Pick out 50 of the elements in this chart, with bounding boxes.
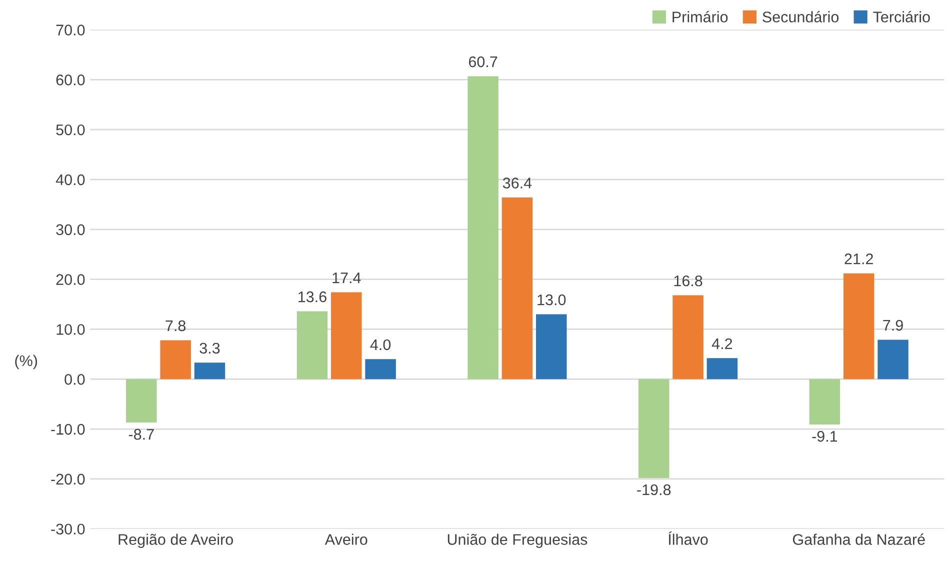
- bar: [126, 379, 157, 423]
- bar: [331, 292, 362, 380]
- bar: [502, 197, 533, 380]
- data-label: 3.3: [200, 342, 220, 354]
- y-tick-label: -10.0: [51, 424, 85, 435]
- bar: [878, 340, 908, 380]
- data-label: -19.8: [637, 484, 671, 496]
- bar: [536, 314, 567, 380]
- y-tick-label: 40.0: [56, 174, 85, 186]
- y-tick-label: 0.0: [64, 374, 85, 385]
- data-label: 7.8: [166, 320, 186, 332]
- legend-label: Secundário: [762, 11, 839, 22]
- data-label: 4.0: [370, 339, 391, 350]
- data-label: 36.4: [502, 178, 532, 188]
- y-tick-label: 30.0: [56, 224, 85, 236]
- data-label: 13.6: [298, 291, 326, 302]
- data-label: 60.7: [468, 56, 498, 68]
- bar: [160, 340, 191, 380]
- data-label: 4.2: [712, 338, 732, 350]
- bar: [296, 311, 328, 380]
- bar: [194, 362, 226, 380]
- data-label: -8.7: [128, 428, 154, 440]
- y-tick-label: 60.0: [56, 74, 85, 86]
- data-label: 13.0: [538, 294, 566, 306]
- y-tick-label: -30.0: [51, 524, 85, 535]
- x-tick-label: Região de Aveiro: [118, 534, 233, 548]
- bar: [809, 379, 840, 425]
- data-label: -9.1: [812, 430, 838, 442]
- bar: [365, 359, 396, 380]
- y-axis-title: (%): [15, 354, 38, 370]
- x-tick-label: Ílhavo: [668, 532, 708, 545]
- x-tick-label: Gafanha da Nazaré: [792, 534, 925, 545]
- legend-label: Primário: [672, 11, 728, 22]
- data-label: 17.4: [332, 272, 361, 284]
- y-tick-label: 20.0: [56, 274, 85, 285]
- y-tick-label: 10.0: [56, 324, 85, 335]
- data-label: 21.2: [844, 254, 873, 264]
- bar: [706, 358, 738, 380]
- x-tick-label: Aveiro: [324, 534, 368, 545]
- bar: [468, 76, 498, 380]
- legend-label: Terciário: [873, 11, 930, 22]
- y-tick-label: -20.0: [51, 474, 85, 485]
- x-tick-label: União de Freguesias: [448, 534, 588, 548]
- y-tick-label: 50.0: [56, 124, 85, 136]
- bar: [672, 295, 704, 380]
- y-tick-label: 70.0: [56, 24, 85, 36]
- data-label: 16.8: [674, 275, 702, 286]
- bar: [843, 273, 874, 380]
- bar: [638, 379, 670, 478]
- data-label: 7.9: [883, 320, 903, 331]
